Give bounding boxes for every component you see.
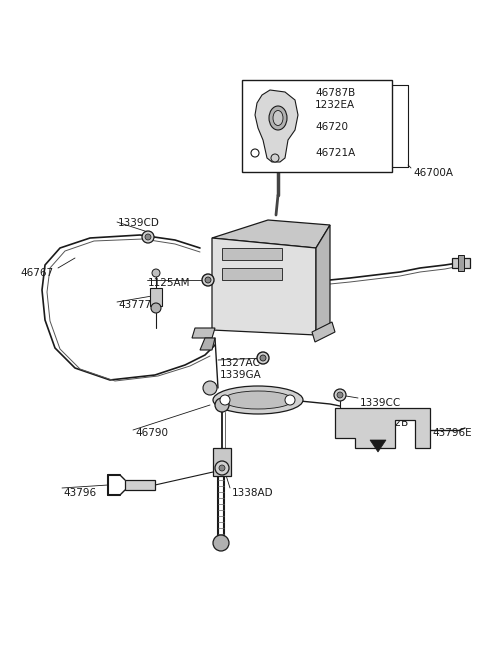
Circle shape (202, 274, 214, 286)
Circle shape (285, 395, 295, 405)
Text: 46720: 46720 (315, 122, 348, 132)
Circle shape (145, 234, 151, 240)
Text: 43782B: 43782B (368, 418, 408, 428)
Circle shape (142, 231, 154, 243)
Circle shape (260, 355, 266, 361)
Polygon shape (335, 408, 430, 448)
Circle shape (152, 269, 160, 277)
Bar (452, 258, 470, 268)
Polygon shape (370, 440, 386, 452)
Text: 1338AD: 1338AD (232, 488, 274, 498)
Polygon shape (316, 225, 330, 335)
Circle shape (205, 277, 211, 283)
Circle shape (215, 398, 229, 412)
Text: 1232EA: 1232EA (315, 100, 355, 110)
Text: 1125AM: 1125AM (148, 278, 191, 288)
Text: 43777B: 43777B (118, 300, 158, 310)
Circle shape (219, 465, 225, 471)
Polygon shape (125, 480, 155, 490)
Circle shape (337, 392, 343, 398)
Text: 1339CD: 1339CD (118, 218, 160, 228)
Circle shape (203, 381, 217, 395)
Circle shape (251, 149, 259, 157)
Text: 43796: 43796 (63, 488, 96, 498)
Text: 1339CC: 1339CC (360, 398, 401, 408)
Circle shape (257, 352, 269, 364)
Text: 46767: 46767 (20, 268, 53, 278)
Bar (222, 248, 282, 260)
Text: 46721A: 46721A (315, 148, 355, 158)
Polygon shape (192, 328, 215, 338)
Text: 1327AC: 1327AC (220, 358, 261, 368)
Ellipse shape (213, 386, 303, 414)
Circle shape (215, 461, 229, 475)
Text: 46790: 46790 (135, 428, 168, 438)
Ellipse shape (223, 391, 293, 409)
Ellipse shape (269, 106, 287, 130)
Ellipse shape (273, 110, 283, 125)
Circle shape (220, 395, 230, 405)
Circle shape (151, 303, 161, 313)
Polygon shape (212, 238, 316, 335)
Circle shape (213, 535, 229, 551)
Polygon shape (200, 338, 215, 350)
Text: 43796E: 43796E (432, 428, 472, 438)
Polygon shape (212, 220, 330, 248)
Polygon shape (255, 90, 298, 162)
Bar (150, 288, 162, 306)
Bar (213, 448, 231, 476)
Bar (222, 268, 282, 280)
Text: 1339GA: 1339GA (220, 370, 262, 380)
Polygon shape (312, 322, 335, 342)
Bar (242, 80, 392, 172)
Text: 46700A: 46700A (413, 168, 453, 178)
Circle shape (334, 389, 346, 401)
Bar (458, 255, 464, 271)
Text: 46787B: 46787B (315, 88, 355, 98)
Circle shape (271, 154, 279, 162)
